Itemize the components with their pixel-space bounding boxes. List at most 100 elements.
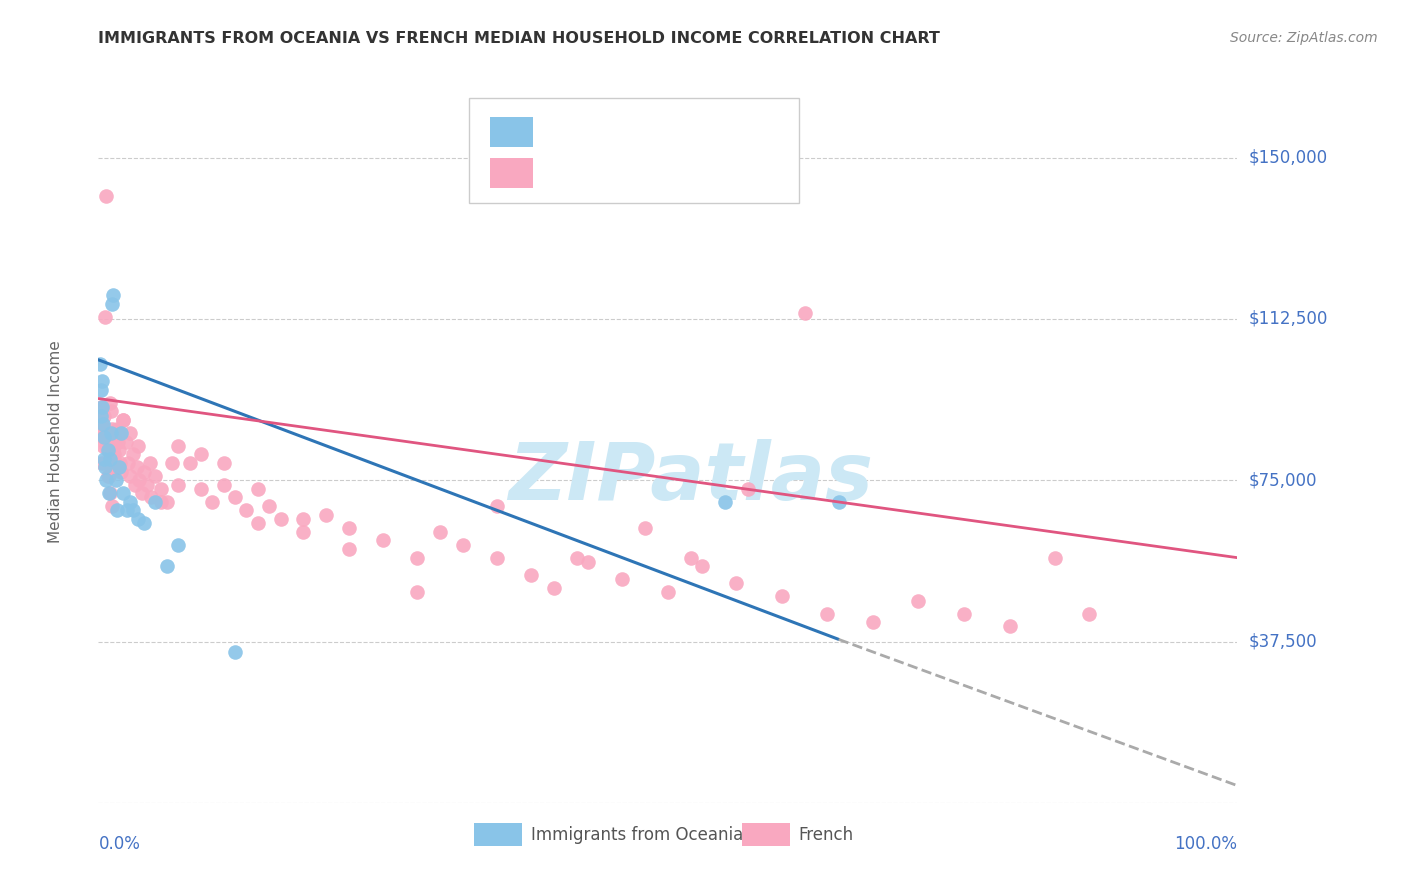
Point xyxy=(94,460,117,475)
Point xyxy=(451,538,474,552)
Point xyxy=(96,439,118,453)
Point xyxy=(120,494,142,508)
Text: Immigrants from Oceania: Immigrants from Oceania xyxy=(531,826,744,844)
Point xyxy=(96,473,118,487)
Point xyxy=(167,477,190,491)
Point xyxy=(998,619,1021,633)
Point xyxy=(103,288,125,302)
Point xyxy=(212,477,235,491)
Text: $150,000: $150,000 xyxy=(1249,149,1327,167)
Point xyxy=(565,550,588,565)
Point xyxy=(128,473,150,487)
Point xyxy=(520,567,543,582)
Point xyxy=(96,443,118,458)
Point xyxy=(90,375,112,389)
Point xyxy=(190,447,212,461)
Point xyxy=(93,430,115,444)
Text: N = 99: N = 99 xyxy=(652,161,716,179)
Point xyxy=(793,305,815,319)
Point xyxy=(101,422,124,436)
Point xyxy=(104,473,127,487)
Point xyxy=(139,491,162,505)
Point xyxy=(97,456,120,470)
Point xyxy=(96,469,118,483)
Text: N = 32: N = 32 xyxy=(652,120,716,138)
Point xyxy=(114,434,136,449)
Point xyxy=(634,520,657,534)
Point xyxy=(100,404,122,418)
Point xyxy=(1078,607,1101,621)
Point xyxy=(93,451,115,466)
Point xyxy=(93,422,115,436)
Point xyxy=(90,383,112,397)
Point xyxy=(486,550,509,565)
Point xyxy=(657,585,679,599)
Text: $75,000: $75,000 xyxy=(1249,471,1317,489)
Point xyxy=(815,607,838,621)
Point xyxy=(121,447,143,461)
Point xyxy=(97,486,120,500)
Point xyxy=(429,524,451,539)
Point xyxy=(96,443,118,458)
Point xyxy=(90,456,112,470)
Point xyxy=(167,439,190,453)
Point xyxy=(105,422,128,436)
Point xyxy=(93,409,115,423)
Point xyxy=(679,550,702,565)
FancyBboxPatch shape xyxy=(468,98,799,203)
Point xyxy=(156,494,179,508)
Text: R = -0.477: R = -0.477 xyxy=(547,120,637,138)
Point xyxy=(96,189,118,203)
Point xyxy=(337,542,360,557)
Point xyxy=(132,465,155,479)
Point xyxy=(737,482,759,496)
Point xyxy=(91,417,114,432)
Point xyxy=(94,425,117,440)
Point xyxy=(292,524,315,539)
Point xyxy=(725,576,748,591)
Point xyxy=(150,482,173,496)
Point xyxy=(259,499,281,513)
Point xyxy=(127,460,149,475)
Point xyxy=(862,615,884,630)
Point xyxy=(120,425,142,440)
Point xyxy=(246,516,269,531)
Point xyxy=(108,456,131,470)
Point xyxy=(101,297,124,311)
Point xyxy=(112,486,135,500)
Point xyxy=(486,499,509,513)
Point xyxy=(117,456,139,470)
Point xyxy=(576,555,599,569)
Point xyxy=(770,590,793,604)
Point xyxy=(112,413,135,427)
Text: ZIPatlas: ZIPatlas xyxy=(508,439,873,516)
Point xyxy=(543,581,565,595)
Point xyxy=(714,494,737,508)
Point xyxy=(406,550,429,565)
Text: French: French xyxy=(799,826,853,844)
Point xyxy=(91,439,114,453)
Text: Median Household Income: Median Household Income xyxy=(48,340,63,543)
Point xyxy=(371,533,394,548)
Point xyxy=(98,486,121,500)
Point xyxy=(690,559,713,574)
Point xyxy=(105,503,128,517)
Point xyxy=(90,409,112,423)
Point xyxy=(179,456,201,470)
Point xyxy=(98,396,121,410)
Point xyxy=(115,503,138,517)
Point xyxy=(108,443,131,458)
Point xyxy=(112,413,135,427)
Point xyxy=(101,499,124,513)
Point xyxy=(138,456,160,470)
Point xyxy=(90,400,112,414)
Point xyxy=(103,439,125,453)
Point xyxy=(190,482,212,496)
Point xyxy=(270,512,292,526)
Point xyxy=(103,447,125,461)
Point xyxy=(337,520,360,534)
Point xyxy=(108,460,131,475)
Text: $37,500: $37,500 xyxy=(1249,632,1317,650)
Point xyxy=(91,430,114,444)
Point xyxy=(124,477,146,491)
